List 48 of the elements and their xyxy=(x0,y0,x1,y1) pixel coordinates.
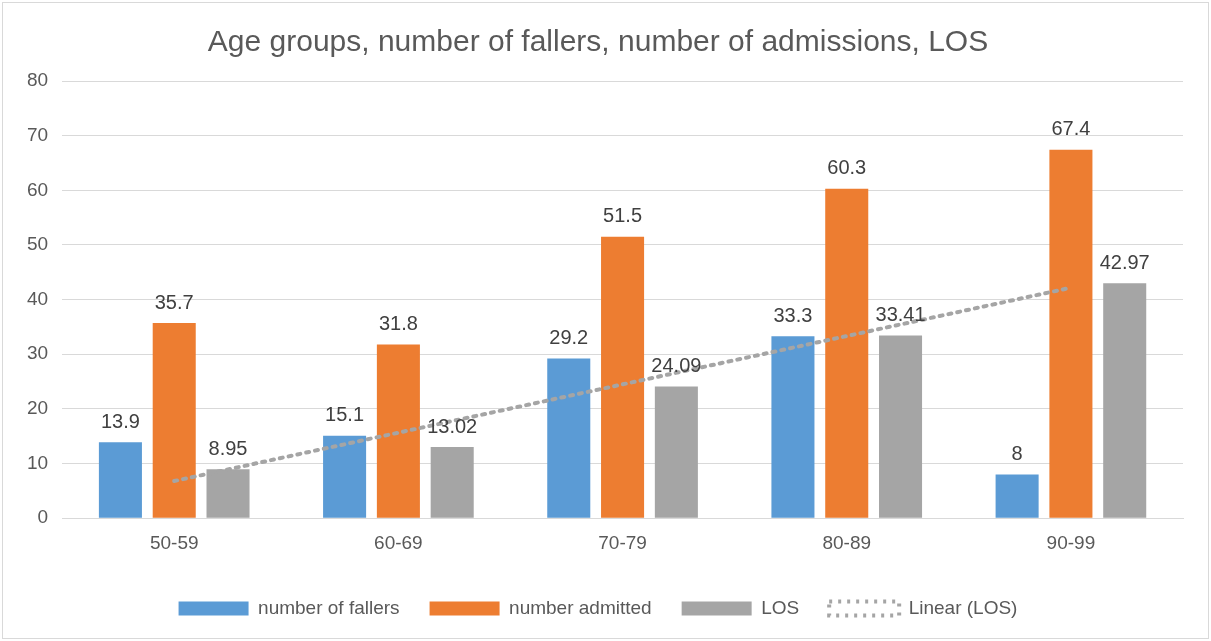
bar xyxy=(771,336,815,518)
bar xyxy=(547,358,591,518)
data-label: 29.2 xyxy=(549,326,589,349)
bar xyxy=(1049,149,1093,518)
bar xyxy=(601,236,645,518)
y-tick-label: 40 xyxy=(26,287,49,309)
bar xyxy=(1103,283,1147,518)
bar xyxy=(825,188,869,518)
bar xyxy=(376,344,420,518)
data-label: 51.5 xyxy=(603,204,643,227)
bar xyxy=(323,435,367,518)
x-tick-label: 60-69 xyxy=(374,531,423,553)
y-tick-label: 20 xyxy=(26,397,49,419)
y-tick-label: 0 xyxy=(37,506,49,528)
x-tick-label: 50-59 xyxy=(149,531,199,553)
y-tick-label: 80 xyxy=(26,69,49,91)
bar xyxy=(654,386,698,518)
legend-label: number admitted xyxy=(509,596,652,618)
data-label: 13.9 xyxy=(100,409,140,432)
y-tick-label: 70 xyxy=(26,123,49,145)
y-tick-label: 50 xyxy=(26,233,49,255)
data-label: 15.1 xyxy=(325,403,365,426)
bar xyxy=(98,442,142,518)
bar xyxy=(152,323,196,518)
data-label: 60.3 xyxy=(827,156,867,179)
bar xyxy=(430,447,474,518)
bar xyxy=(995,474,1039,518)
y-tick-label: 10 xyxy=(26,451,49,473)
x-tick-label: 90-99 xyxy=(1046,531,1096,553)
y-tick-label: 60 xyxy=(26,178,49,200)
data-label: 33.3 xyxy=(773,303,813,326)
data-label: 31.8 xyxy=(378,311,418,334)
data-label: 13.02 xyxy=(427,414,478,437)
data-label: 35.7 xyxy=(154,290,194,313)
data-label: 42.97 xyxy=(1099,250,1150,273)
bar xyxy=(879,335,923,518)
x-tick-label: 80-89 xyxy=(822,531,872,553)
y-tick-label: 30 xyxy=(26,342,49,364)
data-label: 33.41 xyxy=(875,303,926,326)
legend-label: Linear (LOS) xyxy=(908,596,1018,618)
legend-label: number of fallers xyxy=(258,596,400,618)
data-label: 67.4 xyxy=(1051,117,1091,140)
legend-label: LOS xyxy=(761,596,800,618)
data-label: 8 xyxy=(1011,442,1023,464)
x-tick-label: 70-79 xyxy=(598,531,647,553)
data-label: 24.09 xyxy=(651,354,702,377)
data-label: 8.95 xyxy=(208,436,248,459)
chart-title: Age groups, number of fallers, number of admissions, LOS xyxy=(207,24,989,58)
